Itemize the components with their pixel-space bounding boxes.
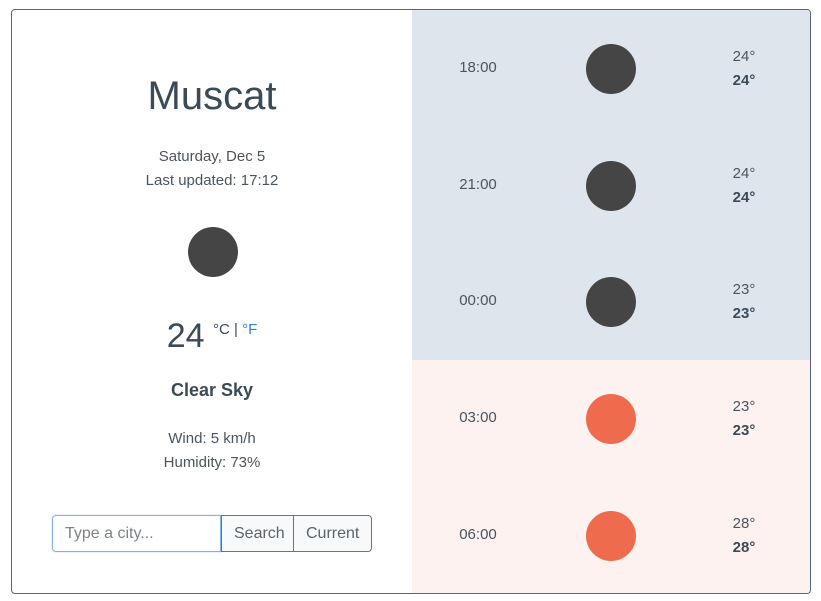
forecast-temp: 28°	[732, 515, 756, 532]
current-temperature: 24 °C | °F	[12, 316, 412, 356]
forecast-time: 21:00	[459, 176, 497, 193]
forecast-panel: 18:00 24° 24° 21:00 24° 24° 00:00 23° 23° 0…	[412, 10, 810, 593]
forecast-time: 06:00	[459, 526, 497, 543]
unit-switch: °C | °F	[213, 321, 257, 338]
current-date: Saturday, Dec 5	[158, 148, 266, 165]
weather-card: Muscat Saturday, Dec 5 Last updated: 17:…	[11, 9, 811, 594]
fahrenheit-link[interactable]: °F	[242, 321, 258, 338]
forecast-temps: 24° 24°	[718, 45, 770, 93]
moon-icon	[586, 161, 636, 211]
forecast-feels: 23°	[732, 422, 756, 439]
forecast-time: 00:00	[459, 292, 497, 309]
forecast-temp: 24°	[732, 165, 756, 182]
forecast-row: 03:00 23° 23°	[412, 360, 810, 477]
forecast-temps: 23° 23°	[718, 395, 770, 443]
current-location-button[interactable]: Current	[294, 515, 372, 552]
forecast-temp: 24°	[732, 48, 756, 65]
forecast-temps: 23° 23°	[718, 278, 770, 326]
forecast-time: 18:00	[459, 59, 497, 76]
last-updated-label: Last updated:	[145, 172, 237, 189]
forecast-row: 18:00 24° 24°	[412, 10, 810, 127]
forecast-temp: 23°	[732, 398, 756, 415]
sun-icon	[586, 511, 636, 561]
city-name: Muscat	[147, 74, 277, 118]
forecast-feels: 24°	[732, 72, 756, 89]
current-weather-panel: Muscat Saturday, Dec 5 Last updated: 17:…	[12, 10, 412, 593]
city-search-input[interactable]	[52, 515, 221, 552]
forecast-temps: 24° 24°	[718, 162, 770, 210]
forecast-temps: 28° 28°	[718, 512, 770, 560]
weather-description: Clear Sky	[170, 380, 254, 400]
celsius-unit[interactable]: °C	[213, 321, 230, 338]
temperature-value: 24	[166, 317, 205, 355]
humidity: Humidity: 73%	[163, 454, 261, 471]
forecast-time: 03:00	[459, 409, 497, 426]
forecast-row: 21:00 24° 24°	[412, 127, 810, 244]
last-updated: Last updated: 17:12	[12, 170, 412, 192]
unit-separator: |	[234, 321, 238, 338]
search-form: Search Current	[52, 515, 372, 552]
moon-icon	[586, 44, 636, 94]
moon-icon	[586, 277, 636, 327]
forecast-temp: 23°	[732, 281, 756, 298]
forecast-row: 06:00 28° 28°	[412, 477, 810, 593]
wind-speed: Wind: 5 km/h	[168, 430, 256, 447]
forecast-row: 00:00 23° 23°	[412, 243, 810, 360]
forecast-feels: 23°	[732, 305, 756, 322]
forecast-feels: 28°	[732, 539, 756, 556]
moon-icon	[188, 227, 238, 277]
sun-icon	[586, 394, 636, 444]
last-updated-time: 17:12	[240, 172, 279, 189]
search-button[interactable]: Search	[221, 515, 294, 552]
forecast-feels: 24°	[732, 189, 756, 206]
